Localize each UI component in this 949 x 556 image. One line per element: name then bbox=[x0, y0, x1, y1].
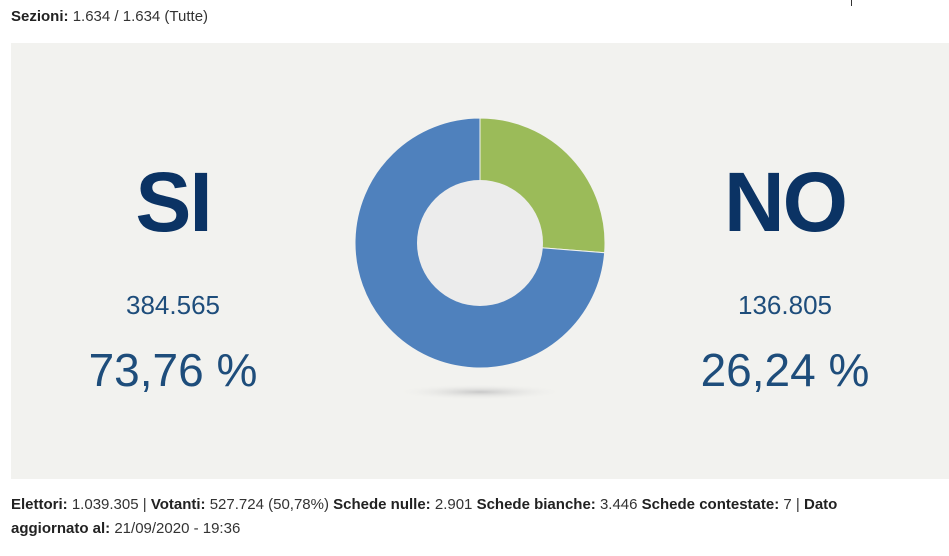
footer-sep2: | bbox=[795, 496, 800, 513]
footer-bianche-label: Schede bianche: bbox=[476, 496, 596, 513]
si-percent: 73,76 % bbox=[88, 344, 258, 396]
footer-contestate: 7 bbox=[783, 496, 792, 513]
donut-hole bbox=[417, 180, 543, 306]
no-label: NO bbox=[724, 155, 848, 249]
footer-nulle-label: Schede nulle: bbox=[333, 496, 431, 513]
footer-elettori: 1.039.305 bbox=[71, 496, 139, 513]
si-count: 384.565 bbox=[126, 290, 220, 320]
no-count: 136.805 bbox=[738, 290, 832, 320]
footer-dato-label: Dato aggiornato al: bbox=[11, 496, 838, 537]
footer-bianche: 3.446 bbox=[599, 496, 638, 513]
no-percent: 26,24 % bbox=[700, 344, 870, 396]
sezioni-value: 1.634 / 1.634 (Tutte) bbox=[72, 8, 209, 25]
si-label: SI bbox=[135, 155, 212, 249]
footer-contestate-label: Schede contestate: bbox=[641, 496, 780, 513]
footer-votanti: 527.724 (50,78%) bbox=[209, 496, 329, 513]
footer-votanti-label: Votanti: bbox=[150, 496, 206, 513]
chart-shadow bbox=[395, 384, 565, 400]
footer-elettori-label: Elettori: bbox=[11, 496, 68, 513]
no-result: NO 136.805 26,24 % bbox=[635, 160, 935, 397]
sezioni-label: Sezioni: bbox=[11, 8, 69, 25]
footer-dato: 21/09/2020 - 19:36 bbox=[114, 520, 241, 537]
footer-nulle: 2.901 bbox=[434, 496, 473, 513]
sezioni-info: Sezioni: 1.634 / 1.634 (Tutte) bbox=[11, 8, 208, 25]
footer-stats: Elettori: 1.039.305 | Votanti: 527.724 (… bbox=[11, 493, 911, 541]
si-result: SI 384.565 73,76 % bbox=[23, 160, 323, 397]
divider-tick bbox=[851, 0, 852, 6]
footer-sep1: | bbox=[142, 496, 147, 513]
